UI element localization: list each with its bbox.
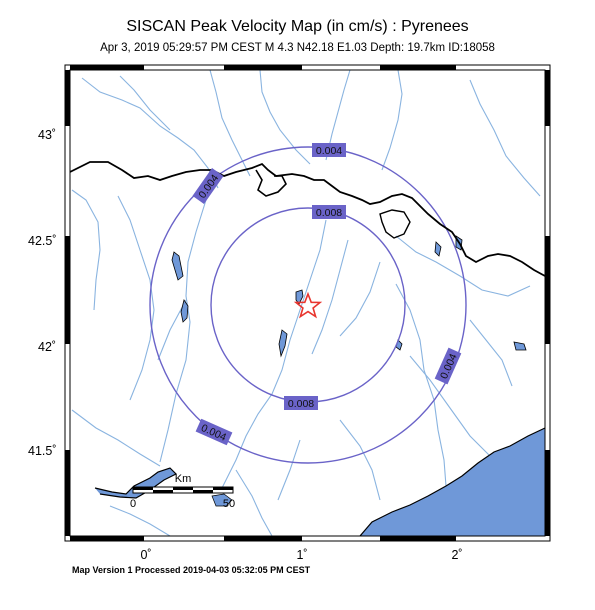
coastline-west (94, 467, 178, 499)
map-footer: Map Version 1 Processed 2019-04-03 05:32… (72, 565, 311, 575)
svg-text:0.004: 0.004 (316, 145, 342, 157)
contour-label-inner-bottom: 0.008 (284, 396, 318, 410)
sea-area-west (95, 468, 176, 498)
svg-text:0.008: 0.008 (316, 207, 342, 219)
map-title: SISCAN Peak Velocity Map (in cm/s) : Pyr… (126, 18, 469, 35)
rivers (71, 70, 541, 536)
star-icon (293, 291, 323, 319)
delta-lake (211, 493, 233, 507)
lat-tick-42: 42˚ (38, 340, 56, 354)
scale-start: 0 (130, 498, 136, 510)
scale-end: 50 (223, 498, 235, 510)
contour-label-outer-top: 0.004 (312, 143, 346, 157)
lat-tick-41-5: 41.5˚ (28, 444, 57, 458)
map-frame (64, 64, 551, 542)
contour-0.004 (149, 146, 467, 464)
scale-bar: Km 0 50 (130, 473, 235, 510)
lat-tick-43: 43˚ (38, 128, 56, 142)
lon-tick-2: 2˚ (451, 548, 462, 562)
lat-tick-42-5: 42.5˚ (28, 234, 57, 248)
reservoirs (171, 235, 527, 358)
andorra-border (255, 169, 287, 197)
contour-label-inner-top: 0.008 (312, 205, 346, 219)
lon-tick-0: 0˚ (140, 548, 151, 562)
svg-text:0.008: 0.008 (288, 398, 314, 410)
border-line (70, 161, 545, 277)
event-info: Apr 3, 2019 05:29:57 PM CEST M 4.3 N42.1… (100, 42, 495, 54)
small-border-loop (379, 209, 411, 239)
scale-unit: Km (175, 473, 192, 485)
coastline (359, 427, 545, 536)
lon-tick-1: 1˚ (296, 548, 307, 562)
